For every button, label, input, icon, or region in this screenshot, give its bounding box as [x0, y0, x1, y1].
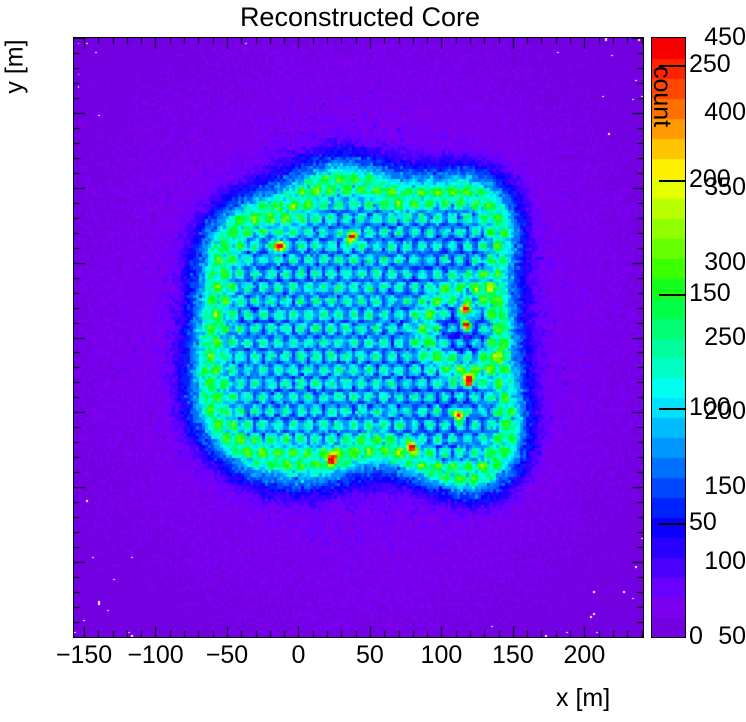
x-tick-label: 200 [563, 641, 606, 669]
colorbar-tick [659, 179, 686, 182]
x-tick-label: 150 [492, 641, 534, 669]
x-tick-label: −150 [55, 641, 113, 669]
x-axis-label: x [m] [556, 684, 611, 712]
y-tick-label: 250 [704, 322, 746, 351]
colorbar-tick [659, 408, 686, 411]
y-tick-label: 50 [718, 622, 746, 650]
y-tick-label: 450 [704, 23, 746, 51]
y-tick-label: 100 [704, 547, 746, 576]
y-tick-label: 150 [704, 472, 746, 501]
histogram-canvas [74, 38, 643, 637]
colorbar-tick-label: 150 [689, 279, 731, 308]
colorbar-tick-label: 200 [689, 164, 731, 193]
y-tick-label: 200 [704, 397, 746, 426]
colorbar-label: count [648, 66, 676, 128]
page-title: Reconstructed Core [239, 2, 481, 32]
colorbar-tick [659, 522, 686, 525]
colorbar-tick [659, 294, 686, 297]
x-tick-label: 0 [291, 641, 306, 669]
y-axis-label: y [m] [0, 39, 29, 94]
x-tick-label: 100 [420, 641, 463, 669]
x-tick-label: −50 [205, 641, 249, 669]
x-tick-label: −100 [127, 641, 184, 669]
colorbar-tick-label: 0 [689, 622, 703, 650]
x-tick-label: 50 [356, 641, 384, 669]
colorbar-tick-label: 250 [689, 50, 731, 79]
y-tick-label: 300 [704, 247, 746, 276]
y-tick-label: 400 [704, 97, 746, 126]
colorbar-tick [659, 65, 686, 68]
y-tick-label: 350 [704, 172, 746, 201]
colorbar-gradient [652, 38, 685, 637]
colorbar-tick-label: 50 [689, 507, 717, 536]
colorbar-tick-label: 100 [689, 393, 731, 422]
